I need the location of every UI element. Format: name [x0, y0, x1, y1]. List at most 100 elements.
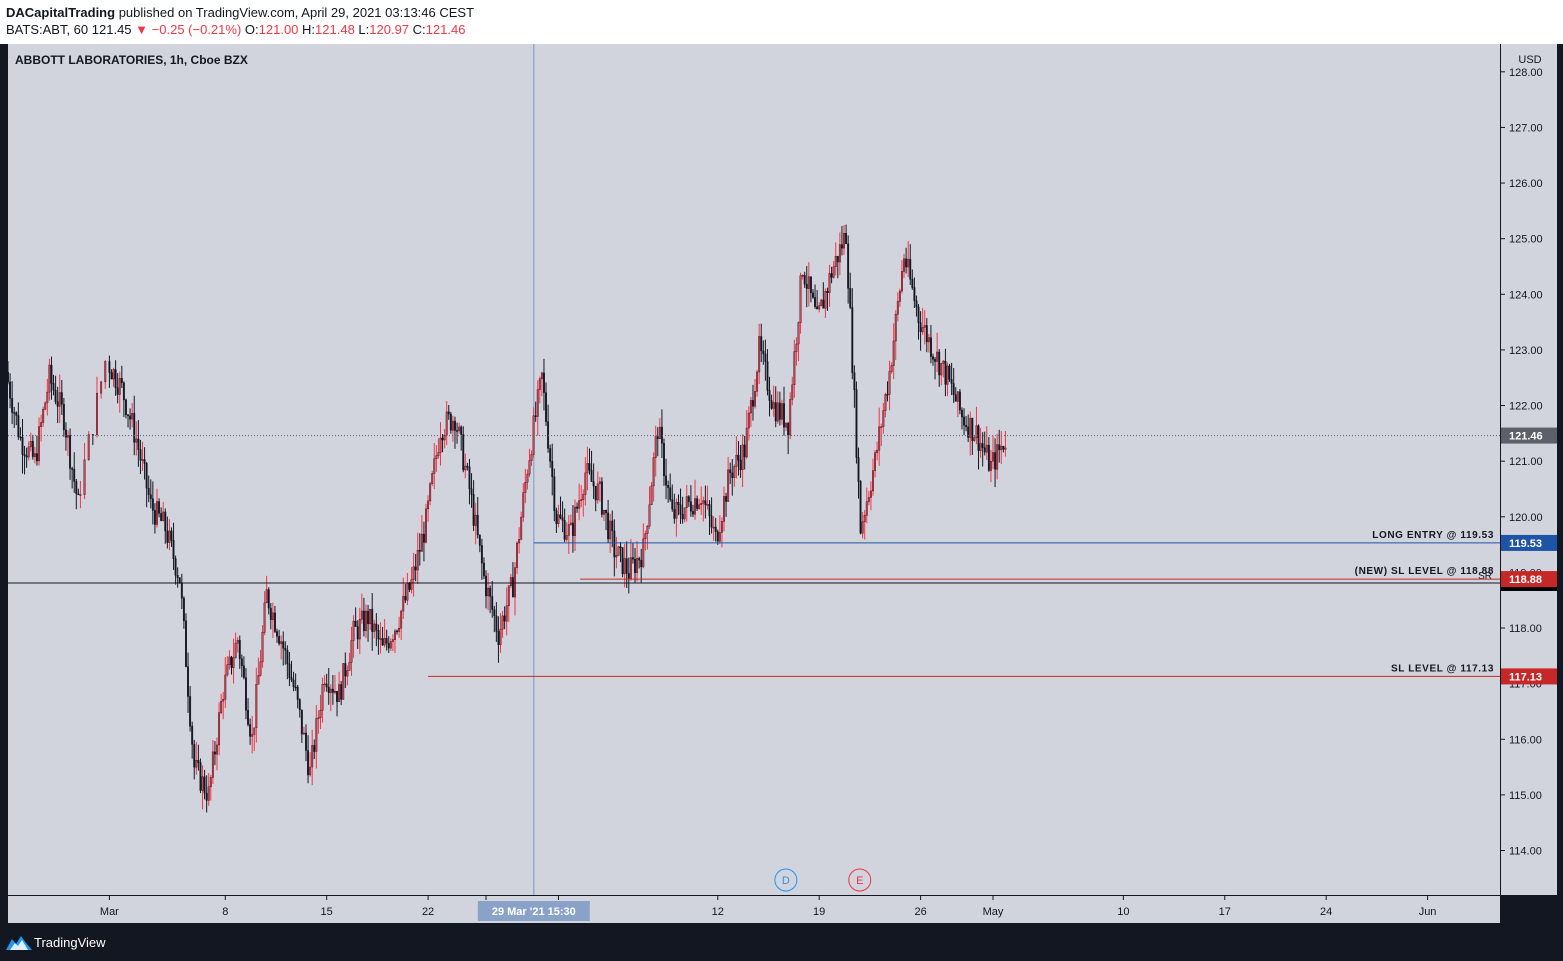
candle-body	[495, 615, 498, 632]
crosshair-time-label: 29 Mar '21 15:30	[492, 906, 576, 918]
candle-body	[62, 404, 65, 431]
candle-body	[911, 278, 914, 288]
candle-body	[648, 504, 651, 527]
candle-body	[135, 438, 138, 443]
footer-brand[interactable]: TradingView	[34, 935, 106, 950]
candle-body	[958, 391, 961, 411]
candle-body	[809, 276, 812, 294]
candle-body	[398, 627, 401, 632]
y-tick-label: 128.00	[1509, 67, 1543, 79]
candle-body	[278, 636, 281, 644]
candle-body	[714, 526, 717, 532]
candle-body	[758, 336, 761, 373]
candle-body	[327, 686, 330, 693]
candle-body	[389, 641, 392, 649]
event-label: E	[856, 875, 863, 887]
candle-body	[708, 504, 711, 516]
x-tick-label: Mar	[100, 906, 119, 918]
price-chart[interactable]: ABBOTT LABORATORIES, 1h, Cboe BZX USD 114.…	[6, 44, 1557, 923]
candle-body	[1004, 447, 1007, 450]
candle-body	[731, 472, 734, 478]
candle-body	[762, 350, 765, 355]
candle-body	[828, 273, 831, 293]
publisher-name[interactable]: DACapitalTrading	[6, 5, 116, 20]
candle-body	[271, 612, 274, 620]
y-tick-label: 126.00	[1509, 178, 1543, 190]
candle-body	[530, 454, 533, 461]
candle-body	[752, 400, 754, 407]
candle-body	[340, 684, 343, 700]
last-price: 121.45	[91, 22, 132, 37]
candle-body	[236, 639, 239, 644]
candle-body	[954, 394, 957, 402]
candle-body	[725, 496, 728, 502]
candle-body	[120, 378, 123, 384]
candle-body	[46, 391, 49, 404]
candle-body	[110, 372, 113, 380]
candle-body	[925, 325, 928, 343]
candle-body	[224, 674, 227, 700]
candle-body	[143, 459, 146, 464]
candle-body	[950, 379, 953, 384]
candle-body	[687, 496, 690, 502]
candle-body	[584, 472, 587, 495]
candle-body	[836, 256, 839, 263]
candle-body	[683, 507, 686, 520]
candle-body	[710, 515, 713, 528]
candle-body	[216, 744, 218, 755]
candle-body	[213, 751, 216, 755]
candle-body	[940, 363, 943, 376]
candle-body	[79, 494, 82, 496]
candle-body	[443, 434, 446, 441]
candle-body	[867, 497, 870, 502]
candle-body	[354, 620, 357, 627]
candle-body	[172, 539, 175, 560]
candle-body	[218, 712, 221, 746]
candle-body	[619, 546, 622, 548]
candle-body	[847, 243, 850, 289]
candle-body	[553, 476, 556, 511]
candle-body	[358, 619, 361, 640]
candle-body	[948, 365, 951, 380]
candle-body	[176, 574, 179, 578]
chart-area[interactable]: ABBOTT LABORATORIES, 1h, Cboe BZX USD 114.…	[6, 44, 1557, 923]
candle-body	[447, 411, 450, 415]
candle-body	[377, 630, 380, 640]
candle-body	[545, 392, 547, 422]
candle-body	[158, 501, 161, 514]
candle-body	[580, 499, 583, 501]
x-tick-label: 19	[813, 906, 825, 918]
sr-line-label: SR	[1478, 571, 1492, 582]
candle-body	[834, 256, 837, 267]
candle-body	[501, 615, 504, 630]
candle-body	[563, 520, 566, 540]
candle-body	[747, 412, 750, 429]
candle-body	[901, 271, 903, 292]
tradingview-logo-icon[interactable]	[6, 934, 32, 950]
candle-body	[754, 391, 756, 407]
candle-body	[729, 469, 732, 474]
candle-body	[679, 504, 682, 515]
candle-body	[288, 663, 291, 678]
candle-body	[555, 510, 558, 524]
candle-body	[886, 394, 889, 396]
candle-body	[983, 447, 986, 453]
candle-body	[551, 461, 554, 477]
candle-body	[83, 459, 86, 495]
candle-body	[439, 437, 442, 453]
candle-body	[764, 353, 767, 362]
candle-body	[985, 444, 988, 453]
candle-body	[245, 677, 247, 711]
candle-body	[493, 609, 496, 617]
candle-body	[600, 481, 603, 515]
candle-body	[509, 577, 512, 587]
down-arrow-icon: ▼	[135, 22, 149, 37]
candle-body	[743, 444, 746, 458]
candle-body	[365, 610, 367, 631]
candle-body	[890, 365, 893, 372]
candle-body	[298, 699, 301, 711]
candle-body	[31, 441, 34, 457]
candle-body	[735, 454, 738, 467]
candle-body	[232, 657, 235, 668]
candle-body	[638, 558, 641, 561]
